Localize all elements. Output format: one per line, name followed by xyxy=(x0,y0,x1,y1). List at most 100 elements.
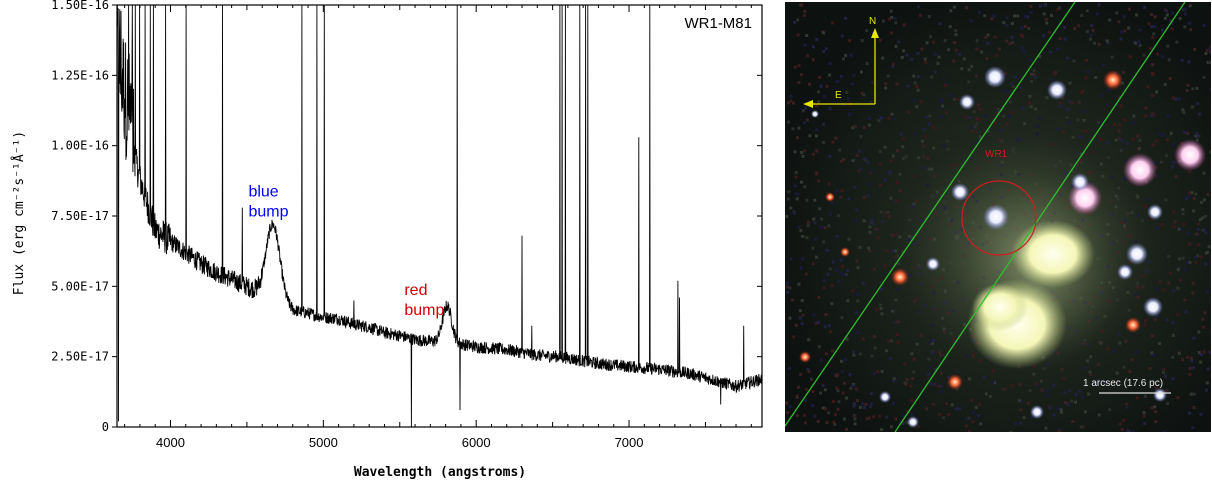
sky-noise-pixel xyxy=(1170,165,1174,169)
sky-noise-pixel xyxy=(799,372,803,376)
sky-noise-pixel xyxy=(1034,75,1038,79)
sky-noise-pixel xyxy=(862,219,866,223)
sky-noise-pixel xyxy=(815,128,818,132)
sky-noise-pixel xyxy=(1209,87,1211,91)
sky-noise-pixel xyxy=(1153,15,1157,19)
sky-noise-pixel xyxy=(1155,90,1159,94)
sky-noise-pixel xyxy=(856,331,860,335)
sky-noise-pixel xyxy=(1192,406,1196,409)
sky-noise-pixel xyxy=(840,370,844,374)
sky-noise-pixel xyxy=(804,421,807,425)
sky-noise-pixel xyxy=(927,167,931,171)
sky-noise-pixel xyxy=(861,337,865,341)
sky-noise-pixel xyxy=(834,413,837,417)
sky-noise-pixel xyxy=(1089,372,1093,376)
sky-noise-pixel xyxy=(1113,349,1116,353)
sky-noise-pixel xyxy=(1071,420,1075,424)
sky-noise-pixel xyxy=(896,340,900,344)
sky-noise-pixel xyxy=(1187,170,1191,174)
sky-noise-pixel xyxy=(830,302,834,306)
sky-noise-pixel xyxy=(796,33,800,37)
star xyxy=(891,268,909,286)
sky-noise-pixel xyxy=(867,116,871,120)
sky-noise-pixel xyxy=(884,349,888,353)
sky-noise-pixel xyxy=(1027,26,1031,30)
sky-noise-pixel xyxy=(1144,394,1147,398)
sky-noise-pixel xyxy=(839,271,843,275)
sky-noise-pixel xyxy=(1014,422,1018,425)
sky-noise-pixel xyxy=(828,267,832,271)
sky-noise-pixel xyxy=(1181,207,1185,211)
sky-noise-pixel xyxy=(1081,425,1085,429)
sky-noise-pixel xyxy=(817,345,821,349)
sky-noise-pixel xyxy=(1013,75,1017,79)
sky-noise-pixel xyxy=(917,5,920,9)
sky-noise-pixel xyxy=(831,260,835,264)
sky-noise-pixel xyxy=(891,64,895,68)
sky-noise-pixel xyxy=(1071,135,1075,139)
sky-noise-pixel xyxy=(1166,138,1169,142)
sky-noise-pixel xyxy=(1188,372,1192,376)
sky-noise-pixel xyxy=(881,19,885,23)
sky-noise-pixel xyxy=(1181,212,1185,216)
sky-noise-pixel xyxy=(1052,413,1056,417)
sky-noise-pixel xyxy=(876,370,880,374)
sky-noise-pixel xyxy=(1186,195,1190,199)
sky-noise-pixel xyxy=(1044,426,1048,430)
sky-noise-pixel xyxy=(1088,37,1092,41)
sky-noise-pixel xyxy=(1011,40,1015,44)
sky-noise-pixel xyxy=(812,217,816,221)
sky-noise-pixel xyxy=(800,180,803,184)
sky-noise-pixel xyxy=(845,428,848,431)
sky-noise-pixel xyxy=(1155,287,1159,290)
sky-noise-pixel xyxy=(933,70,937,74)
sky-noise-pixel xyxy=(835,189,839,193)
sky-noise-pixel xyxy=(794,175,798,179)
sky-noise-pixel xyxy=(866,194,870,198)
sky-noise-pixel xyxy=(1059,105,1063,109)
sky-noise-pixel xyxy=(1174,175,1178,179)
sky-noise-pixel xyxy=(1176,286,1180,290)
sky-noise-pixel xyxy=(846,269,850,272)
sky-noise-pixel xyxy=(894,232,898,236)
sky-noise-pixel xyxy=(1178,17,1182,20)
sky-noise-pixel xyxy=(1199,255,1203,259)
sky-noise-pixel xyxy=(1150,351,1154,355)
sky-noise-pixel xyxy=(1150,13,1154,16)
sky-noise-pixel xyxy=(1192,392,1196,396)
sky-noise-pixel xyxy=(1184,310,1188,314)
sky-noise-pixel xyxy=(856,299,860,303)
sky-noise-pixel xyxy=(1176,268,1180,272)
sky-noise-pixel xyxy=(856,266,860,270)
sky-noise-pixel xyxy=(1151,35,1155,39)
sky-noise-pixel xyxy=(1040,379,1043,383)
sky-noise-pixel xyxy=(1143,323,1147,327)
sky-noise-pixel xyxy=(918,13,922,17)
sky-noise-pixel xyxy=(805,118,809,122)
sky-noise-pixel xyxy=(1100,93,1104,97)
sky-noise-pixel xyxy=(1130,358,1134,362)
sky-noise-pixel xyxy=(852,350,855,354)
sky-noise-pixel xyxy=(1005,24,1009,28)
sky-noise-pixel xyxy=(811,246,815,250)
sky-noise-pixel xyxy=(1154,410,1157,414)
sky-noise-pixel xyxy=(1199,360,1203,364)
sky-noise-pixel xyxy=(878,162,882,166)
sky-noise-pixel xyxy=(910,413,914,417)
sky-noise-pixel xyxy=(797,282,801,286)
sky-noise-pixel xyxy=(1046,394,1049,397)
sky-noise-pixel xyxy=(922,144,926,148)
sky-noise-pixel xyxy=(1134,41,1137,45)
sky-noise-pixel xyxy=(927,15,931,19)
sky-noise-pixel xyxy=(814,172,818,176)
sky-noise-pixel xyxy=(786,101,790,105)
sky-noise-pixel xyxy=(1197,351,1201,355)
sky-noise-pixel xyxy=(1188,242,1192,246)
sky-noise-pixel xyxy=(1205,48,1209,52)
sky-noise-pixel xyxy=(824,407,828,411)
sky-noise-pixel xyxy=(887,17,891,21)
sky-noise-pixel xyxy=(974,405,978,409)
sky-noise-pixel xyxy=(851,289,855,293)
sky-noise-pixel xyxy=(992,14,996,18)
y-tick-label: 7.50E-17 xyxy=(51,209,109,223)
